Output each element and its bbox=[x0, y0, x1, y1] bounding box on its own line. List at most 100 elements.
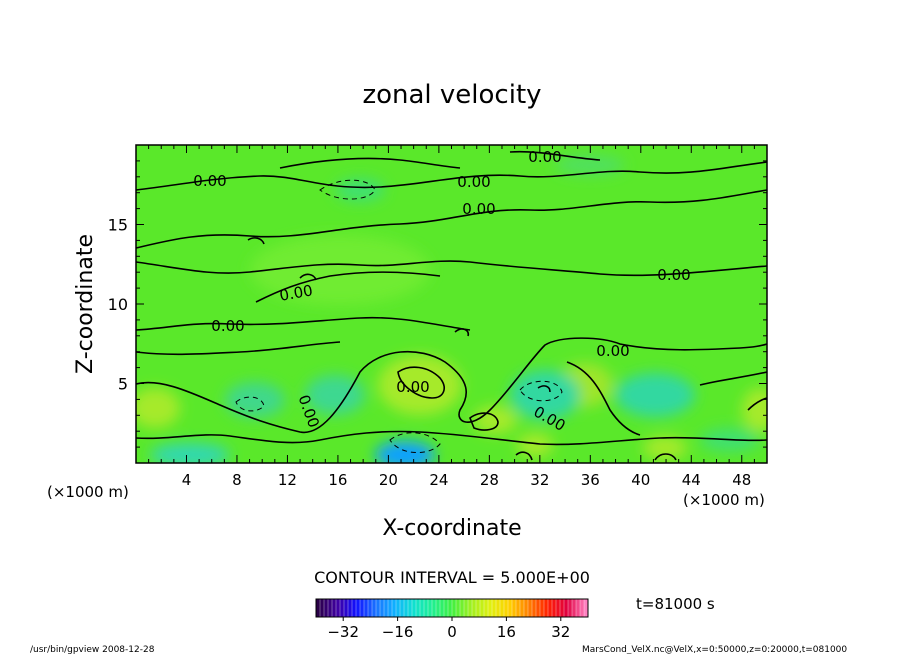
field-patches bbox=[136, 155, 767, 463]
x-tick-label: 4 bbox=[182, 471, 192, 489]
colorbar-swatch bbox=[552, 599, 557, 617]
contour-label: 0.00 bbox=[462, 200, 495, 218]
contour-label: 0.00 bbox=[396, 378, 429, 396]
contour-interval-label: CONTOUR INTERVAL = 5.000E+00 bbox=[314, 568, 590, 587]
contour-label-group: 0.00 0.00 0.00 0.00 0.00 0.00 0.00 0.00 … bbox=[193, 148, 690, 435]
colorbar-swatch bbox=[568, 599, 573, 617]
contour-line bbox=[136, 430, 767, 446]
colorbar-swatch bbox=[316, 599, 321, 617]
contour-line bbox=[136, 260, 767, 277]
field-patch bbox=[375, 441, 435, 463]
y-axis-ticks: 5 10 15 bbox=[108, 160, 767, 448]
colorbar-swatch bbox=[388, 599, 393, 617]
colorbar-swatch bbox=[488, 599, 493, 617]
colorbar-swatch bbox=[476, 599, 481, 617]
colorbar-swatch bbox=[436, 599, 441, 617]
contour-line bbox=[654, 453, 677, 461]
colorbar-swatch bbox=[400, 599, 405, 617]
contour-line bbox=[279, 157, 461, 169]
contour-line bbox=[537, 385, 551, 393]
colorbar-swatch bbox=[332, 599, 337, 617]
contour-lines bbox=[136, 150, 767, 461]
colorbar-swatch bbox=[364, 599, 369, 617]
field-patch bbox=[378, 355, 462, 415]
x-tick-label: 48 bbox=[732, 471, 751, 489]
colorbar-swatch bbox=[572, 599, 577, 617]
colorbar-swatch bbox=[376, 599, 381, 617]
contour-line bbox=[136, 189, 767, 249]
x-tick-label: 16 bbox=[328, 471, 347, 489]
colorbar-swatch bbox=[492, 599, 497, 617]
x-tick-label: 32 bbox=[530, 471, 549, 489]
x-tick-label: 20 bbox=[379, 471, 398, 489]
dashed-contour bbox=[319, 179, 376, 200]
y-axis-label: Z-coordinate bbox=[73, 234, 98, 374]
colorbar-swatch bbox=[352, 599, 357, 617]
contour-label: 0.00 bbox=[278, 281, 314, 305]
field-patch bbox=[643, 436, 687, 460]
colorbar-swatch bbox=[384, 599, 389, 617]
colorbar-swatch bbox=[336, 599, 341, 617]
contour-line bbox=[566, 361, 641, 436]
footer-right: MarsCond_VelX.nc@VelX,x=0:50000,z=0:2000… bbox=[582, 645, 847, 654]
colorbar-swatch bbox=[460, 599, 465, 617]
field-background bbox=[136, 145, 767, 463]
colorbar-swatch bbox=[360, 599, 365, 617]
contour-label: 0.00 bbox=[457, 173, 490, 191]
field-patch bbox=[615, 373, 695, 417]
contour-line bbox=[469, 412, 499, 431]
colorbar-swatch bbox=[408, 599, 413, 617]
contour-line bbox=[136, 316, 471, 331]
colorbar-swatch bbox=[328, 599, 333, 617]
contour-label: 0.00 bbox=[193, 172, 226, 190]
field-patch bbox=[305, 375, 365, 415]
colorbar-swatch bbox=[340, 599, 345, 617]
contour-label: 0.00 bbox=[211, 317, 244, 335]
colorbar-swatch bbox=[420, 599, 425, 617]
colorbar-swatch bbox=[528, 599, 533, 617]
colorbar-ticks: −32 −16 0 16 32 bbox=[327, 617, 570, 641]
x-tick-label: 24 bbox=[429, 471, 448, 489]
colorbar-swatch bbox=[464, 599, 469, 617]
colorbar-swatch bbox=[564, 599, 569, 617]
y-tick-label: 10 bbox=[108, 295, 128, 314]
colorbar-swatch bbox=[532, 599, 537, 617]
contour-label: 0.00 bbox=[596, 342, 629, 360]
colorbar-swatch bbox=[524, 599, 529, 617]
colorbar-swatch bbox=[548, 599, 553, 617]
colorbar-swatch bbox=[368, 599, 373, 617]
colorbar-swatch bbox=[500, 599, 505, 617]
colorbar-tick-label: −16 bbox=[382, 623, 414, 641]
y-tick-label: 5 bbox=[118, 375, 128, 394]
contour-line bbox=[136, 337, 767, 434]
contour-line bbox=[255, 271, 441, 303]
x-tick-label: 44 bbox=[682, 471, 701, 489]
dashed-contour bbox=[235, 396, 265, 412]
field-patch bbox=[517, 433, 553, 457]
colorbar-swatch bbox=[560, 599, 565, 617]
colorbar-swatch bbox=[372, 599, 377, 617]
x-tick-label: 28 bbox=[480, 471, 499, 489]
colorbar-swatch bbox=[580, 599, 585, 617]
contour-line bbox=[136, 341, 341, 356]
colorbar-swatch bbox=[440, 599, 445, 617]
colorbar-swatch bbox=[556, 599, 561, 617]
field-patch bbox=[510, 370, 580, 420]
colorbar-swatch bbox=[424, 599, 429, 617]
field-patch bbox=[250, 235, 430, 305]
x-unit-label-right: (×1000 m) bbox=[683, 491, 765, 509]
x-tick-label: 12 bbox=[278, 471, 297, 489]
colorbar-tick-label: 16 bbox=[497, 623, 516, 641]
colorbar-swatch bbox=[432, 599, 437, 617]
colorbar-swatch bbox=[484, 599, 489, 617]
colorbar-tick-label: −32 bbox=[327, 623, 359, 641]
colorbar-swatch bbox=[508, 599, 513, 617]
contour-line bbox=[509, 150, 601, 161]
colorbar-swatch bbox=[428, 599, 433, 617]
heatmap-field bbox=[136, 145, 767, 463]
y-tick-label: 15 bbox=[108, 216, 128, 235]
colorbar-swatch bbox=[396, 599, 401, 617]
footer-left: /usr/bin/gpview 2008-12-28 bbox=[30, 645, 155, 654]
colorbar-swatch bbox=[472, 599, 477, 617]
colorbar-swatch bbox=[404, 599, 409, 617]
